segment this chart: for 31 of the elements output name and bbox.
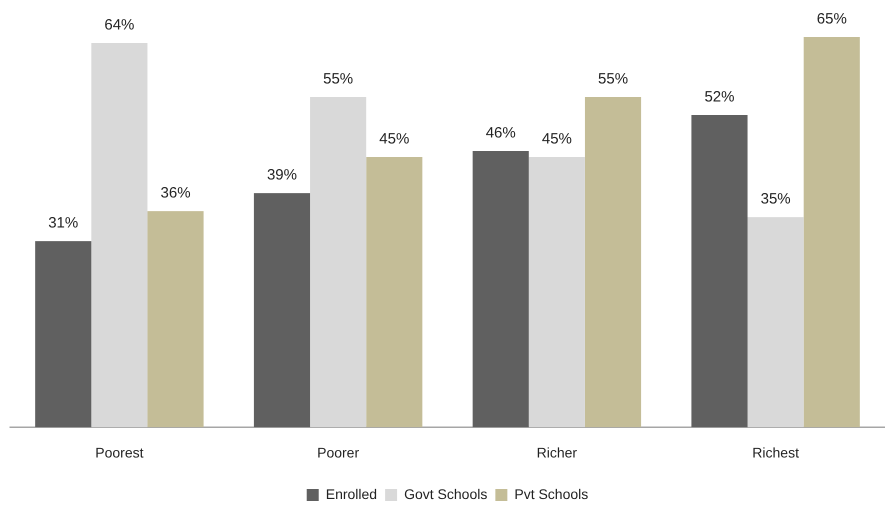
bar	[366, 157, 422, 428]
data-label: 45%	[379, 130, 410, 148]
x-tick-label: Richer	[536, 444, 578, 460]
bar	[35, 241, 92, 428]
bar	[691, 115, 748, 428]
bar	[804, 37, 860, 428]
bar	[147, 211, 204, 428]
data-label: 45%	[542, 130, 572, 148]
bar	[310, 97, 366, 428]
data-label: 46%	[486, 124, 516, 142]
x-tick-label: Poorest	[95, 444, 144, 460]
data-label: 39%	[266, 166, 297, 184]
legend-label: Enrolled	[326, 486, 378, 502]
data-label: 55%	[323, 70, 354, 88]
x-tick-label: Richest	[752, 444, 800, 460]
data-label: 35%	[760, 190, 791, 208]
bar	[528, 157, 585, 428]
data-label: 52%	[704, 88, 734, 106]
data-label: 36%	[160, 184, 191, 202]
data-label: 65%	[816, 10, 847, 28]
data-label: 31%	[48, 214, 78, 232]
data-label: 64%	[104, 16, 134, 34]
bar	[254, 193, 310, 428]
bar	[91, 43, 148, 428]
legend-label: Pvt Schools	[514, 486, 588, 502]
x-tick-label: Poorer	[317, 444, 360, 460]
bar	[472, 151, 529, 428]
data-label: 55%	[598, 70, 628, 88]
bar	[584, 97, 642, 428]
bar	[748, 217, 804, 428]
legend-label: Govt Schools	[404, 486, 488, 502]
